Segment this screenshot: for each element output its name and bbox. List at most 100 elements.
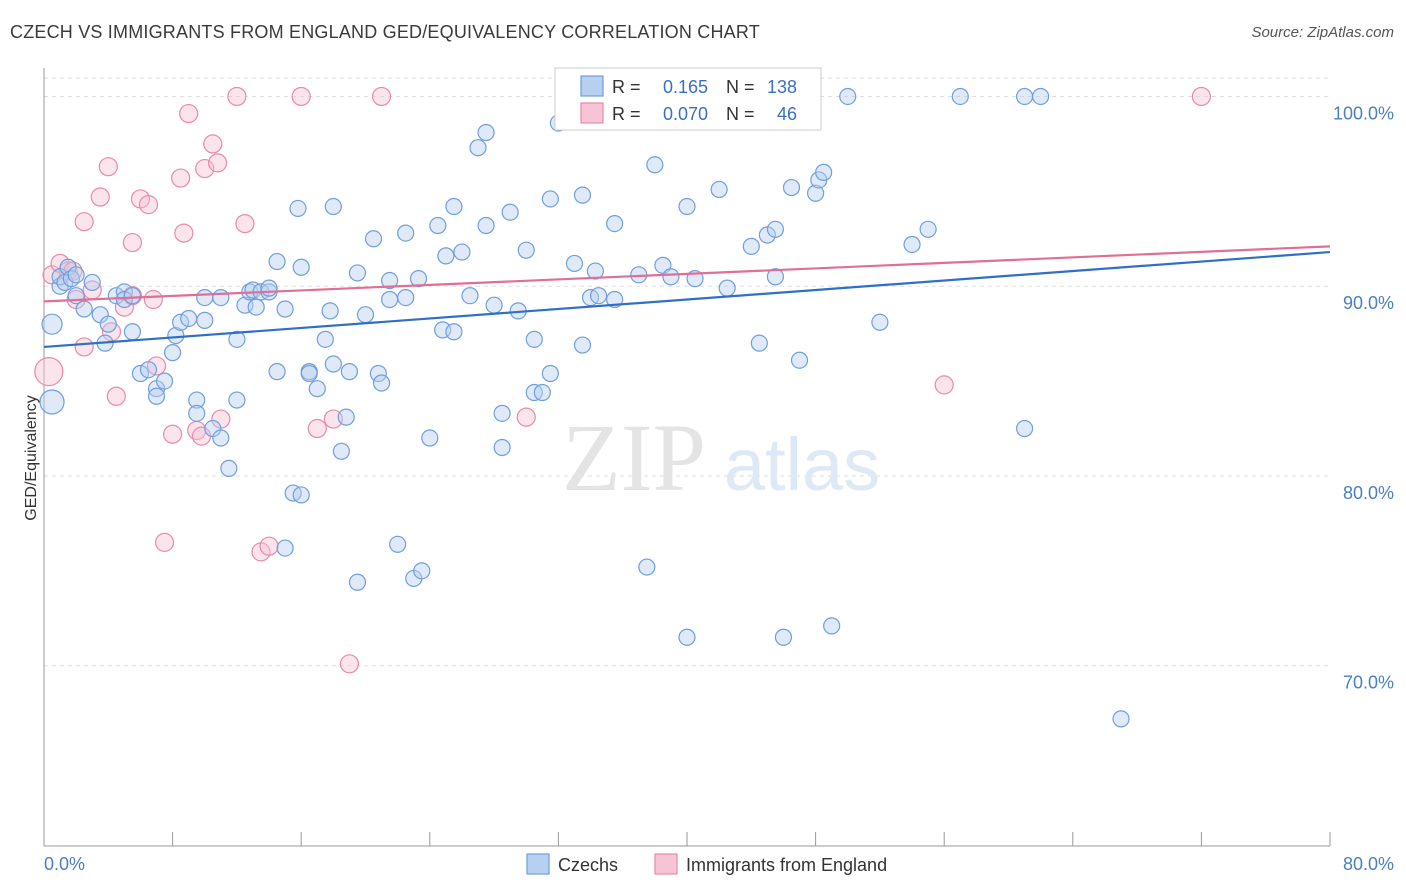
czechs-point-94: [525, 330, 543, 348]
czechs-point-59: [324, 355, 342, 373]
stats-n-value-1: 138: [767, 77, 797, 97]
watermark-zip: ZIP: [562, 404, 706, 511]
czechs-point-127: [806, 184, 825, 202]
stats-r-label-1: R =: [612, 77, 641, 97]
czechs-point-34: [212, 429, 230, 447]
czechs-point-87: [477, 216, 495, 235]
y-axis-label: GED/Equivalency: [23, 395, 40, 520]
immigrants-point-36: [307, 418, 327, 439]
czechs-point-136: [1015, 87, 1034, 106]
czechs-point-117: [710, 180, 728, 199]
czechs-point-51: [292, 486, 310, 504]
czechs-point-97: [541, 364, 559, 383]
axes: [43, 68, 1331, 847]
immigrants-point-28: [203, 134, 223, 154]
czechs-point-130: [823, 617, 841, 635]
immigrants-point-39: [371, 86, 392, 107]
czechs-point-7: [67, 266, 85, 284]
czechs-point-37: [228, 391, 246, 409]
czechs-point-91: [501, 203, 519, 221]
czechs-point-29: [188, 404, 206, 422]
immigrants-point-40: [516, 407, 536, 427]
immigrants-point-17: [138, 195, 159, 215]
czechs-point-1: [41, 313, 63, 335]
y-tick-label-0: 100.0%: [1333, 103, 1394, 123]
czechs-point-72: [397, 289, 415, 307]
czechs-point-41: [247, 298, 265, 316]
czechs-point-139: [1112, 710, 1130, 728]
czechs-point-90: [493, 438, 511, 457]
czechs-point-67: [369, 364, 387, 383]
stats-swatch-czechs: [580, 75, 604, 97]
czechs-point-57: [321, 302, 339, 320]
czechs-point-107: [606, 215, 624, 233]
czechs-point-82: [445, 197, 463, 216]
watermark-atlas: atlas: [724, 423, 880, 506]
czechs-point-56: [316, 330, 334, 348]
czechs-point-138: [1015, 419, 1034, 438]
czechs-point-58: [324, 197, 342, 216]
stats-n-label-1: N =: [726, 77, 755, 97]
czechs-point-133: [903, 235, 921, 254]
czechs-point-0: [39, 389, 65, 415]
czechs-point-137: [1032, 87, 1050, 106]
czechs-point-89: [493, 404, 511, 422]
czechs-point-110: [638, 558, 656, 576]
czechs-point-61: [337, 408, 355, 426]
czechs-point-131: [839, 87, 857, 106]
czechs-point-18: [123, 323, 142, 341]
czechs-point-36: [228, 330, 246, 348]
czechs-point-120: [750, 334, 768, 352]
czechs-point-19: [131, 364, 150, 383]
legend-swatch-czechs: [526, 853, 550, 875]
immigrants-point-42: [934, 375, 954, 395]
czechs-point-16: [115, 290, 133, 309]
czechs-point-64: [348, 573, 367, 591]
czechs-point-17: [123, 287, 142, 305]
immigrants-point-22: [171, 168, 191, 188]
czechs-point-65: [356, 306, 375, 324]
czechs-point-77: [421, 429, 439, 447]
czechs-point-44: [260, 279, 278, 297]
czechs-point-10: [83, 273, 101, 292]
czechs-point-96: [533, 383, 551, 402]
czechs-point-54: [300, 364, 318, 383]
czechs-point-63: [348, 264, 367, 282]
immigrants-point-0: [34, 357, 64, 387]
czechs-point-28: [188, 391, 206, 409]
y-tick-label-1: 90.0%: [1343, 293, 1394, 313]
czechs-point-86: [477, 123, 495, 142]
legend: Czechs Immigrants from England: [526, 853, 887, 875]
y-tick-label-2: 80.0%: [1343, 483, 1394, 503]
czechs-point-68: [372, 374, 391, 392]
czechs-point-80: [437, 247, 455, 265]
czechs-point-88: [485, 296, 503, 314]
x-tick-label-max: 80.0%: [1343, 854, 1394, 874]
czechs-point-46: [268, 252, 286, 271]
immigrants-point-31: [227, 86, 247, 107]
trend-line-czechs: [43, 250, 1331, 349]
immigrants-point-6: [74, 337, 94, 357]
czechs-point-52: [292, 258, 310, 276]
czechs-point-23: [155, 372, 174, 390]
immigrants-point-14: [122, 232, 143, 253]
immigrants-point-18: [143, 289, 163, 310]
czechs-point-9: [75, 300, 93, 318]
immigrants-point-12: [106, 386, 126, 406]
czechs-point-55: [308, 380, 326, 398]
series-czechs-points: [39, 87, 1130, 728]
y-tick-labels: 100.0% 90.0% 80.0% 70.0%: [1333, 103, 1394, 692]
czechs-point-50: [289, 199, 307, 218]
czechs-point-33: [212, 289, 230, 307]
czechs-point-122: [766, 268, 785, 286]
chart-title: CZECH VS IMMIGRANTS FROM ENGLAND GED/EQU…: [10, 22, 760, 42]
immigrants-point-37: [323, 409, 343, 429]
czechs-point-78: [429, 216, 447, 235]
czechs-point-123: [766, 220, 785, 238]
x-tick-label-min: 0.0%: [44, 854, 85, 874]
czechs-point-84: [461, 287, 479, 305]
czechs-point-13: [99, 315, 117, 333]
immigrants-point-19: [146, 356, 167, 376]
czechs-point-45: [268, 363, 286, 381]
